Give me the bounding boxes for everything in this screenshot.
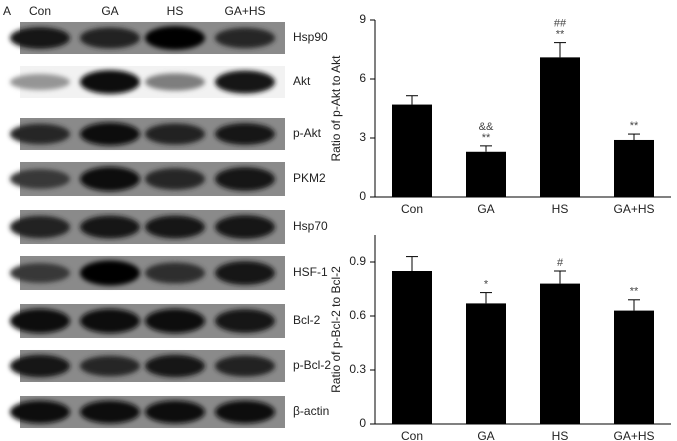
bar xyxy=(540,283,580,424)
blot-band xyxy=(215,261,275,285)
blot-band xyxy=(10,74,70,90)
blot-band xyxy=(10,308,70,334)
blot-band xyxy=(10,27,70,49)
blot-band xyxy=(145,123,205,145)
bar xyxy=(392,104,432,197)
blot-band xyxy=(80,308,140,334)
blot-band xyxy=(215,309,275,333)
lane-label: GA+HS xyxy=(224,4,265,18)
y-tick-label: 0.3 xyxy=(349,362,366,376)
bar xyxy=(466,303,506,424)
blot-band xyxy=(215,400,275,424)
bar xyxy=(392,271,432,424)
significance-mark: * xyxy=(484,279,489,291)
bar xyxy=(614,310,654,424)
protein-label: Bcl-2 xyxy=(293,313,321,327)
significance-mark: ** xyxy=(556,29,565,41)
y-tick-label: 3 xyxy=(359,130,366,144)
protein-label: β-actin xyxy=(293,404,329,418)
significance-mark: && xyxy=(479,121,494,133)
blot-bands xyxy=(10,354,275,378)
blot-band xyxy=(80,215,140,239)
protein-label: PKM2 xyxy=(293,171,326,185)
blot-band xyxy=(80,355,140,377)
x-tick-label: HS xyxy=(552,202,569,216)
lane-label: Con xyxy=(29,4,51,18)
blot-bands xyxy=(10,215,275,239)
significance-mark: ** xyxy=(482,132,491,144)
blot-bands xyxy=(10,400,275,424)
blot-band xyxy=(80,122,140,146)
significance-mark: # xyxy=(557,257,564,269)
protein-label: Hsp90 xyxy=(293,30,328,44)
lane-label: GA xyxy=(101,4,118,18)
blot-band xyxy=(10,215,70,239)
blot-bands xyxy=(10,260,275,286)
x-tick-label: GA+HS xyxy=(613,202,654,216)
blot-band xyxy=(215,167,275,191)
panel-label: A xyxy=(3,4,11,18)
lane-label: HS xyxy=(167,4,184,18)
blot-band xyxy=(145,168,205,190)
blot-band xyxy=(10,169,70,189)
x-tick-label: GA+HS xyxy=(613,429,654,441)
blot-band xyxy=(145,262,205,284)
y-tick-label: 0 xyxy=(359,189,366,203)
protein-label: p-Bcl-2 xyxy=(293,358,331,372)
blot-bands xyxy=(10,122,275,146)
blot-band xyxy=(145,400,205,424)
protein-label: p-Akt xyxy=(293,126,322,140)
blot-band xyxy=(80,260,140,286)
blot-bands xyxy=(10,26,275,50)
x-tick-label: Con xyxy=(401,429,423,441)
blot-band xyxy=(80,70,140,94)
blot-band xyxy=(10,263,70,283)
blot-band xyxy=(215,355,275,377)
bar xyxy=(466,151,506,197)
y-axis-label: Ratio of p-Akt to Akt xyxy=(329,55,343,162)
significance-mark: ## xyxy=(554,18,567,30)
blot-band xyxy=(215,215,275,239)
blot-band xyxy=(10,123,70,145)
blot-band xyxy=(80,27,140,49)
y-axis-label: Ratio of p-Bcl-2 to Bcl-2 xyxy=(329,266,343,393)
x-tick-label: GA xyxy=(477,429,494,441)
x-tick-label: GA xyxy=(477,202,494,216)
blot-band xyxy=(215,123,275,145)
y-tick-label: 0.6 xyxy=(349,308,366,322)
blot-band xyxy=(10,400,70,424)
y-tick-label: 6 xyxy=(359,71,366,85)
blot-band xyxy=(145,354,205,378)
blot-band xyxy=(215,27,275,49)
protein-label: Akt xyxy=(293,74,311,88)
blot-band xyxy=(145,215,205,239)
blot-bands xyxy=(10,308,275,334)
blot-bands xyxy=(10,70,275,94)
protein-label: HSF-1 xyxy=(293,265,328,279)
y-tick-label: 0 xyxy=(359,416,366,430)
blot-band xyxy=(145,26,205,50)
y-tick-label: 9 xyxy=(359,12,366,26)
blot-band xyxy=(215,70,275,94)
x-tick-label: Con xyxy=(401,202,423,216)
blot-band xyxy=(145,308,205,334)
blot-bands xyxy=(10,166,275,192)
bar xyxy=(540,57,580,197)
significance-mark: ** xyxy=(630,120,639,132)
y-tick-label: 0.9 xyxy=(349,254,366,268)
blot-band xyxy=(80,166,140,192)
blot-band xyxy=(145,73,205,91)
blot-band xyxy=(80,400,140,424)
significance-mark: ** xyxy=(630,286,639,298)
x-tick-label: HS xyxy=(552,429,569,441)
blot-band xyxy=(10,354,70,378)
bar xyxy=(614,139,654,197)
protein-label: Hsp70 xyxy=(293,219,328,233)
